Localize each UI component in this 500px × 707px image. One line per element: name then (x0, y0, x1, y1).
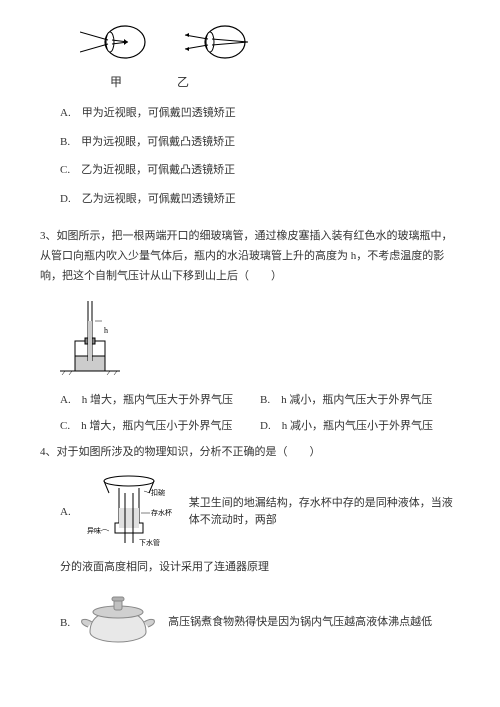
q4-text: 4、对于如图所涉及的物理知识，分析不正确的是（ ） (40, 443, 460, 463)
q2-options: A. 甲为近视眼，可佩戴凹透镜矫正 B. 甲为远视眼，可佩戴凸透镜矫正 C. 乙… (60, 105, 460, 207)
q2-option-b: B. 甲为远视眼，可佩戴凸透镜矫正 (60, 134, 460, 151)
q3-options-row1: A. h 增大，瓶内气压大于外界气压 B. h 减小，瓶内气压大于外界气压 (60, 391, 460, 407)
q3-option-a: A. h 增大，瓶内气压大于外界气压 (60, 391, 260, 407)
q4-pressure-cooker-diagram (78, 592, 158, 655)
label-yi: 乙 (177, 73, 189, 90)
label-jia: 甲 (110, 73, 122, 90)
eye-diagram-labels: 甲 乙 (110, 73, 460, 90)
q4-drain-diagram: 扣碗 存水杯 异味 下水管 (79, 473, 179, 551)
svg-text:h: h (104, 326, 108, 335)
q3-option-b: B. h 减小，瓶内气压大于外界气压 (260, 391, 460, 407)
q4-option-b-row: B. 高压锅煮食物熟得快是因为锅内气压越高液体沸点越低 (60, 592, 460, 655)
drain-label-top: 扣碗 (151, 488, 165, 497)
drain-label-mid: 存水杯 (151, 508, 172, 517)
drain-label-botleft: 异味 (87, 526, 101, 535)
q3-diagram: h (60, 296, 460, 381)
q2-option-c: C. 乙为近视眼，可佩戴凸透镜矫正 (60, 162, 460, 179)
q2-option-a: A. 甲为近视眼，可佩戴凹透镜矫正 (60, 105, 460, 122)
q3-option-d: D. h 减小，瓶内气压小于外界气压 (260, 417, 460, 433)
eye-diagram-yi (180, 20, 250, 65)
q4-option-b-label: B. (60, 617, 70, 629)
q4-option-b-text: 高压锅煮食物熟得快是因为锅内气压越高液体沸点越低 (168, 614, 460, 632)
q4-option-a-row: A. 扣碗 存水杯 异味 下水管 某卫生间的地漏结构，存水杯中存的是同种液体，当… (60, 473, 460, 551)
q3-options-row2: C. h 增大，瓶内气压小于外界气压 D. h 减小，瓶内气压小于外界气压 (60, 417, 460, 433)
q4-option-a-text: 某卫生间的地漏结构，存水杯中存的是同种液体，当液体不流动时，两部 (189, 495, 460, 530)
q4-option-a-label: A. (60, 506, 71, 518)
drain-label-botright: 下水管 (139, 538, 160, 547)
eye-diagrams (80, 20, 460, 65)
q4-option-a-continue: 分的液面高度相同，设计采用了连通器原理 (60, 559, 460, 577)
q3-text: 3、如图所示，把一根两端开口的细玻璃管，通过橡皮塞插入装有红色水的玻璃瓶中，从管… (40, 227, 460, 286)
eye-diagram-jia (80, 20, 150, 65)
q3-option-c: C. h 增大，瓶内气压小于外界气压 (60, 417, 260, 433)
q2-option-d: D. 乙为远视眼，可佩戴凹透镜矫正 (60, 191, 460, 208)
